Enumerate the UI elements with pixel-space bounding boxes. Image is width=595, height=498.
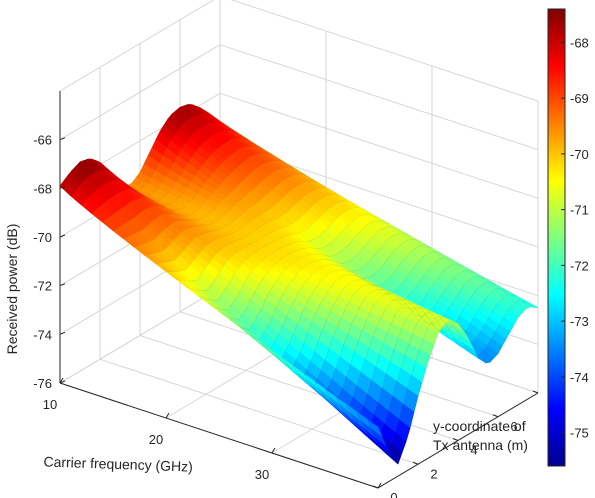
colorbar-tick-label: -69 [570,91,589,106]
colorbar-gradient [548,9,565,466]
colorbar-tick-label: -72 [570,258,589,273]
colorbar: -68 -69 -70 -71 -72 -73 -74 -75 [548,9,589,466]
x-tick-label: 10 [43,397,57,412]
colorbar-tick-label: -74 [570,370,589,385]
y-axis-label: y-coordinate of Tx antenna (m) [433,418,528,453]
colorbar-tick-label: -68 [570,35,589,50]
y-tick-label: 0 [390,490,397,498]
x-axis-label: Carrier frequency (GHz) [43,453,193,474]
x-tick-label: 30 [255,467,269,482]
z-axis-label: Received power (dB) [4,224,20,355]
z-tick-label: -66 [33,133,52,148]
grid-line [220,45,538,150]
z-tick-label: -70 [33,230,52,245]
power-surface [60,105,538,465]
x-tick-label: 20 [149,432,163,447]
z-tick-label: -68 [33,181,52,196]
colorbar-tick-label: -71 [570,203,589,218]
z-tick-label: -72 [33,279,52,294]
colorbar-tick-label: -70 [570,147,589,162]
z-tick-label: -74 [33,327,52,342]
y-tick-label: 2 [430,466,437,481]
z-tick-label: -76 [33,376,52,391]
box-edge [220,0,538,101]
colorbar-tick-label: -75 [570,426,589,441]
y-axis-label-line: y-coordinate of [433,418,526,434]
colorbar-tick-label: -73 [570,314,589,329]
y-axis-label-line: Tx antenna (m) [433,437,528,453]
